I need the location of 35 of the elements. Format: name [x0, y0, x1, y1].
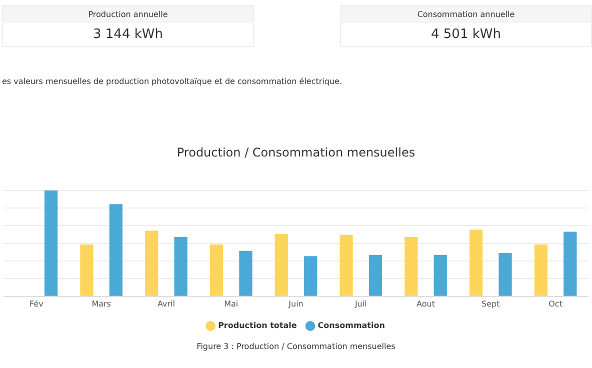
text: es valeurs mensuelles de production photovoltaïque et de consommation électrique. — [2, 77, 342, 86]
x-tick-label: Avril — [157, 299, 175, 308]
caption: Figure 3 : Production / Consommation mensuelles — [196, 342, 396, 351]
bar — [274, 234, 288, 296]
bar — [44, 190, 58, 296]
text: Production annuelle — [3, 6, 253, 23]
x-tick-label: Mai — [224, 299, 238, 308]
x-tick-label: Oct — [548, 299, 562, 308]
bar — [340, 234, 353, 296]
bar — [534, 244, 548, 296]
bar — [210, 244, 224, 296]
x-tick-label: Mars — [92, 299, 111, 308]
bar — [239, 250, 252, 296]
bar — [498, 252, 512, 296]
bar — [404, 237, 418, 296]
bar — [145, 230, 158, 296]
x-tick-label: Aout — [416, 299, 435, 308]
text: 3 144 kWh — [92, 26, 164, 44]
text: 4 501 kWh — [430, 26, 502, 44]
chart-title: Production / Consommation mensuelles — [176, 145, 416, 160]
bar — [109, 204, 123, 296]
bar — [434, 255, 447, 296]
bar — [80, 244, 94, 296]
x-tick-label: Sept — [482, 299, 500, 308]
bar — [174, 237, 188, 296]
legend-label: Consommation — [318, 321, 386, 330]
bar — [564, 232, 577, 296]
x-tick-label: Fév — [30, 299, 44, 308]
bar — [368, 255, 382, 296]
legend-label: Production totale — [218, 321, 298, 330]
x-tick-label: Juil — [354, 299, 367, 308]
bar — [304, 256, 318, 296]
bar — [469, 230, 483, 296]
x-tick-label: Juin — [288, 299, 304, 308]
text: Consommation annuelle — [341, 6, 591, 23]
